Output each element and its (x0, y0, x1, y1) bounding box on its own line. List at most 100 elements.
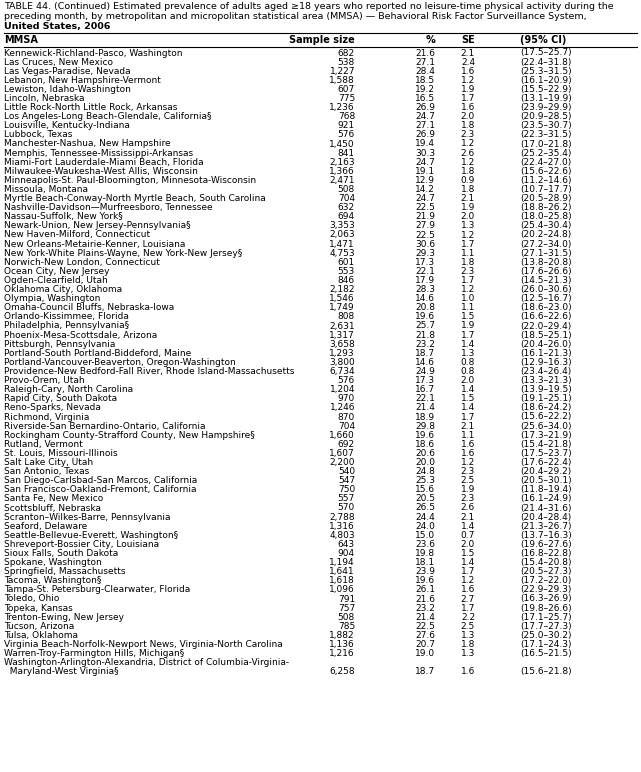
Text: 27.9: 27.9 (415, 222, 435, 230)
Text: (27.1–31.5): (27.1–31.5) (520, 249, 572, 258)
Text: 1.5: 1.5 (461, 549, 475, 558)
Text: 547: 547 (338, 476, 355, 485)
Text: (18.6–23.0): (18.6–23.0) (520, 303, 572, 313)
Text: 1,618: 1,618 (329, 577, 355, 585)
Text: 19.0: 19.0 (415, 649, 435, 658)
Text: 14.2: 14.2 (415, 185, 435, 194)
Text: Sioux Falls, South Dakota: Sioux Falls, South Dakota (4, 549, 118, 558)
Text: Ogden-Clearfield, Utah: Ogden-Clearfield, Utah (4, 276, 108, 285)
Text: 2,471: 2,471 (329, 176, 355, 185)
Text: 1.2: 1.2 (461, 157, 475, 167)
Text: 694: 694 (338, 212, 355, 222)
Text: 21.4: 21.4 (415, 404, 435, 412)
Text: (17.6–22.4): (17.6–22.4) (520, 458, 571, 467)
Text: 26.5: 26.5 (415, 503, 435, 513)
Text: 3,800: 3,800 (329, 358, 355, 367)
Text: Little Rock-North Little Rock, Arkansas: Little Rock-North Little Rock, Arkansas (4, 103, 178, 112)
Text: Lubbock, Texas: Lubbock, Texas (4, 130, 72, 140)
Text: (25.2–35.4): (25.2–35.4) (520, 148, 571, 157)
Text: (11.2–14.6): (11.2–14.6) (520, 176, 572, 185)
Text: 2,200: 2,200 (329, 458, 355, 467)
Text: Myrtle Beach-Conway-North Myrtle Beach, South Carolina: Myrtle Beach-Conway-North Myrtle Beach, … (4, 194, 266, 203)
Text: 846: 846 (338, 276, 355, 285)
Text: St. Louis, Missouri-Illinois: St. Louis, Missouri-Illinois (4, 449, 118, 458)
Text: 2.1: 2.1 (461, 49, 475, 57)
Text: 3,658: 3,658 (329, 340, 355, 349)
Text: 15.0: 15.0 (415, 531, 435, 540)
Text: Scranton–Wilkes-Barre, Pennsylvania: Scranton–Wilkes-Barre, Pennsylvania (4, 513, 171, 522)
Text: Maryland-West Virginia§: Maryland-West Virginia§ (4, 667, 119, 676)
Text: 20.6: 20.6 (415, 449, 435, 458)
Text: Memphis, Tennessee-Mississippi-Arkansas: Memphis, Tennessee-Mississippi-Arkansas (4, 148, 193, 157)
Text: 1.4: 1.4 (461, 558, 475, 567)
Text: New Haven-Milford, Connecticut: New Haven-Milford, Connecticut (4, 231, 150, 239)
Text: 1.6: 1.6 (461, 66, 475, 76)
Text: 2,788: 2,788 (329, 513, 355, 522)
Text: 30.3: 30.3 (415, 148, 435, 157)
Text: (20.9–28.5): (20.9–28.5) (520, 112, 572, 121)
Text: (21.3–26.7): (21.3–26.7) (520, 522, 572, 530)
Text: (15.4–20.8): (15.4–20.8) (520, 558, 572, 567)
Text: (13.9–19.5): (13.9–19.5) (520, 385, 572, 394)
Text: (16.1–24.9): (16.1–24.9) (520, 494, 572, 503)
Text: Kennewick-Richland-Pasco, Washington: Kennewick-Richland-Pasco, Washington (4, 49, 183, 57)
Text: San Francisco-Oakland-Fremont, California: San Francisco-Oakland-Fremont, Californi… (4, 486, 197, 494)
Text: (13.3–21.3): (13.3–21.3) (520, 376, 572, 385)
Text: (18.6–24.2): (18.6–24.2) (520, 404, 571, 412)
Text: 19.6: 19.6 (415, 577, 435, 585)
Text: Las Cruces, New Mexico: Las Cruces, New Mexico (4, 58, 113, 66)
Text: San Antonio, Texas: San Antonio, Texas (4, 467, 89, 476)
Text: 18.6: 18.6 (415, 440, 435, 449)
Text: Warren-Troy-Farmington Hills, Michigan§: Warren-Troy-Farmington Hills, Michigan§ (4, 649, 184, 658)
Text: Nashville-Davidson—Murfreesboro, Tennessee: Nashville-Davidson—Murfreesboro, Tenness… (4, 203, 213, 212)
Text: 538: 538 (338, 58, 355, 66)
Text: 808: 808 (338, 313, 355, 321)
Text: 21.4: 21.4 (415, 613, 435, 621)
Text: (18.0–25.8): (18.0–25.8) (520, 212, 572, 222)
Text: 22.1: 22.1 (415, 394, 435, 403)
Text: 24.0: 24.0 (415, 522, 435, 530)
Text: (95% CI): (95% CI) (520, 35, 567, 45)
Text: Santa Fe, New Mexico: Santa Fe, New Mexico (4, 494, 103, 503)
Text: 24.4: 24.4 (415, 513, 435, 522)
Text: Shreveport-Bossier City, Louisiana: Shreveport-Bossier City, Louisiana (4, 540, 159, 549)
Text: 2.3: 2.3 (461, 494, 475, 503)
Text: Lebanon, New Hampshire-Vermont: Lebanon, New Hampshire-Vermont (4, 76, 161, 85)
Text: 1.2: 1.2 (461, 577, 475, 585)
Text: (27.2–34.0): (27.2–34.0) (520, 239, 571, 249)
Text: (22.9–29.3): (22.9–29.3) (520, 585, 571, 594)
Text: (13.1–19.9): (13.1–19.9) (520, 94, 572, 103)
Text: 29.8: 29.8 (415, 422, 435, 431)
Text: TABLE 44. (Continued) Estimated prevalence of adults aged ≥18 years who reported: TABLE 44. (Continued) Estimated prevalen… (4, 2, 613, 11)
Text: 870: 870 (338, 412, 355, 422)
Text: 21.6: 21.6 (415, 49, 435, 57)
Text: Richmond, Virginia: Richmond, Virginia (4, 412, 89, 422)
Text: 1,194: 1,194 (329, 558, 355, 567)
Text: Trenton-Ewing, New Jersey: Trenton-Ewing, New Jersey (4, 613, 124, 621)
Text: (20.5–28.9): (20.5–28.9) (520, 194, 572, 203)
Text: Toledo, Ohio: Toledo, Ohio (4, 594, 60, 604)
Text: 1.7: 1.7 (461, 604, 475, 613)
Text: 19.6: 19.6 (415, 313, 435, 321)
Text: 28.4: 28.4 (415, 66, 435, 76)
Text: (15.4–21.8): (15.4–21.8) (520, 440, 572, 449)
Text: 1.8: 1.8 (461, 121, 475, 130)
Text: 19.2: 19.2 (415, 85, 435, 94)
Text: 1.4: 1.4 (461, 522, 475, 530)
Text: Phoenix-Mesa-Scottsdale, Arizona: Phoenix-Mesa-Scottsdale, Arizona (4, 330, 157, 340)
Text: (13.8–20.8): (13.8–20.8) (520, 258, 572, 267)
Text: (17.3–21.9): (17.3–21.9) (520, 431, 572, 440)
Text: (17.5–23.7): (17.5–23.7) (520, 449, 572, 458)
Text: SE: SE (462, 35, 475, 45)
Text: 1.2: 1.2 (461, 231, 475, 239)
Text: 17.3: 17.3 (415, 376, 435, 385)
Text: 508: 508 (338, 613, 355, 621)
Text: (10.7–17.7): (10.7–17.7) (520, 185, 572, 194)
Text: 2.1: 2.1 (461, 194, 475, 203)
Text: 970: 970 (338, 394, 355, 403)
Text: 2.5: 2.5 (461, 621, 475, 631)
Text: Ocean City, New Jersey: Ocean City, New Jersey (4, 267, 110, 276)
Text: Raleigh-Cary, North Carolina: Raleigh-Cary, North Carolina (4, 385, 133, 394)
Text: 1.4: 1.4 (461, 404, 475, 412)
Text: 1,216: 1,216 (329, 649, 355, 658)
